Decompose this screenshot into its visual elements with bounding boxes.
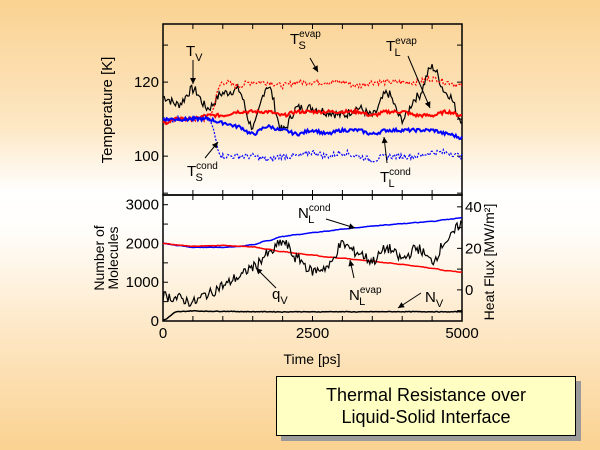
annotation-base: T [290, 31, 299, 48]
annotation-label: Nevap L [349, 285, 382, 308]
top-y-axis-title: Temperature [K] [99, 57, 116, 164]
annotation-arrowhead [381, 137, 388, 144]
bottom-y-tick-label: 3000 [126, 197, 159, 214]
series-q-v [162, 219, 463, 307]
top-y-tick-label: 120 [134, 74, 159, 91]
annotation-sub: L [359, 296, 365, 308]
annotation-sup: evap [299, 29, 321, 40]
annotation-base: T [187, 163, 196, 180]
bottom-y2-tick-label: 0 [465, 282, 473, 299]
top-panel-series [162, 64, 463, 164]
slide-title-line-1: Thermal Resistance over [325, 385, 527, 405]
annotation-sup: cond [389, 167, 411, 178]
annotation-arrow-line [407, 55, 431, 109]
x-tick-label: 0 [159, 325, 167, 342]
series-n-v [162, 309, 463, 321]
annotation-sup: cond [309, 203, 331, 214]
annotation-arrowhead [312, 65, 318, 72]
annotation-base: N [298, 205, 309, 222]
annotation-sub: L [308, 214, 314, 226]
slide-title-box: Thermal Resistance over Liquid-Solid Int… [276, 376, 576, 436]
bottom-y-tick-label: 2000 [126, 235, 159, 252]
annotation-label: NV [425, 289, 444, 310]
bottom-panel-tick-labels: 0 1000 2000 3000 0 20 40 0 2500 5000 [126, 197, 482, 342]
annotation-sub: L [388, 178, 394, 190]
x-axis-title: Time [ps] [283, 351, 340, 367]
x-tick-label: 5000 [445, 325, 478, 342]
annotation-arrowhead [256, 268, 263, 275]
annotation-label: Tevap L [386, 36, 417, 59]
annotation-sub: V [280, 295, 288, 307]
annotation-base: T [380, 169, 389, 186]
annotation-base: T [186, 43, 195, 60]
annotation-sub: S [195, 172, 202, 184]
annotation-sup: cond [196, 161, 218, 172]
annotation-arrowhead [211, 142, 218, 149]
series-t-s-evap [162, 75, 463, 128]
annotation-base: N [349, 287, 360, 304]
annotation-arrowhead [398, 302, 405, 308]
series-t-v [162, 64, 463, 132]
bottom-y2-tick-label: 20 [465, 240, 482, 257]
annotation-sup: evap [395, 36, 417, 47]
bottom-y2-axis-title: Heat Flux [MW/m²] [481, 204, 497, 321]
series-t-l-evap [162, 107, 463, 126]
top-panel-tick-labels: 100 120 [134, 74, 159, 165]
annotation-label: qV [272, 286, 288, 307]
annotation-arrowhead [348, 260, 355, 267]
top-panel-ticks [162, 24, 463, 195]
series-t-s-cond [162, 114, 463, 164]
annotation-base: q [272, 286, 280, 303]
slide-title-line-2: Liquid-Solid Interface [341, 407, 511, 427]
annotation-sub: V [436, 298, 444, 310]
series-n-l-cond [162, 217, 463, 249]
bottom-y-axis-title-line-1: Number of [91, 225, 107, 290]
annotation-arrows [190, 55, 431, 309]
annotation-sub: S [298, 40, 305, 52]
series-t-l-cond [162, 115, 463, 141]
annotation-label: TV [186, 43, 203, 64]
annotation-label: Tevap S [290, 29, 321, 52]
annotation-sup: evap [360, 285, 382, 296]
annotation-base: N [425, 289, 436, 306]
series-n-l-evap [162, 242, 463, 273]
annotation-label: Ncond L [298, 203, 331, 226]
annotation-label: Tcond L [380, 167, 411, 190]
annotation-arrowhead [424, 101, 431, 108]
bottom-y2-tick-label: 40 [465, 199, 482, 216]
annotation-base: T [386, 38, 395, 55]
bottom-y-axis-title-line-2: Molecules [105, 226, 121, 289]
bottom-y-tick-label: 0 [151, 313, 159, 330]
annotation-label: Tcond S [187, 161, 218, 184]
top-y-tick-label: 100 [134, 148, 159, 165]
bottom-panel-series [162, 217, 463, 321]
bottom-y-tick-label: 1000 [126, 274, 159, 291]
annotation-sub: L [394, 47, 400, 59]
x-tick-label: 2500 [296, 325, 329, 342]
annotation-arrowhead [348, 223, 355, 230]
annotation-arrowhead [190, 78, 196, 84]
annotation-sub: V [195, 52, 203, 64]
